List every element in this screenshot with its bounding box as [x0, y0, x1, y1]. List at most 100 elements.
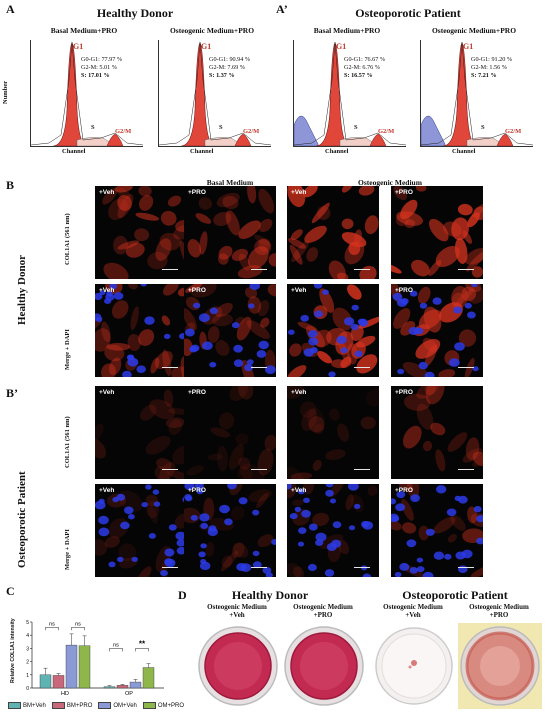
- fit-line: [159, 41, 271, 146]
- side-label-healthy-donor: Healthy Donor: [16, 255, 28, 325]
- legend-label: BM+Veh: [23, 702, 46, 709]
- histogram-plot-area: G1 G0-G1: 91.20 % G2-M: 1.56 % S: 7.21 %…: [420, 40, 533, 147]
- stats-block: G0-G1: 90.94 % G2-M: 7.69 % S: 1.37 %: [209, 56, 250, 80]
- g0g1-value: G0-G1: 90.94 %: [209, 56, 251, 63]
- legend-item: BM+PRO: [51, 702, 92, 709]
- g2m-value: G2-M: 5.01 %: [81, 64, 117, 71]
- panel-c-letter: C: [6, 584, 15, 598]
- micrograph-op-col1a1-1: +Veh: [95, 386, 187, 479]
- micrograph-op-merge-3: +Veh: [287, 484, 379, 577]
- histogram-op-basal: Basal Medium+PRO G1 G0-G1: 76.67 % G2-M:…: [285, 26, 409, 174]
- bar-om-pro-hd: [78, 645, 91, 689]
- fit-line: [294, 41, 406, 146]
- treatment-label: +PRO: [188, 487, 206, 494]
- panel-a-title: Healthy Donor: [96, 6, 174, 20]
- treatment-label: +Veh: [99, 487, 115, 494]
- fit-line: [421, 41, 533, 146]
- debris-peak: [294, 115, 319, 146]
- alizarin-red-dish-1: [196, 623, 280, 709]
- col1a1-bar-chart: 0 1 2 3 4 5 HD ns ns OP ns **: [26, 620, 164, 697]
- bar-om-pro-op: [142, 667, 155, 689]
- row-label-merge-b: Merge + DAPI: [64, 329, 71, 370]
- bar-om-veh-op: [129, 681, 142, 689]
- legend-item: OM+PRO: [142, 702, 184, 709]
- g2m-peak: [106, 133, 124, 146]
- y-tick-label: 3: [26, 646, 29, 652]
- scale-bar: [354, 367, 370, 368]
- scale-bar: [162, 269, 178, 270]
- treatment-label: +Veh: [99, 389, 115, 396]
- significance-bracket: [71, 627, 85, 631]
- micrograph-op-col1a1-2: +PRO: [184, 386, 276, 479]
- g2m-value: G2-M: 6.76 %: [344, 64, 380, 71]
- y-tick-label: 1: [26, 673, 29, 679]
- treatment-label: +PRO: [395, 487, 413, 494]
- bar-bm-veh-hd: [39, 674, 52, 689]
- x-axis-label-channel: Channel: [190, 148, 214, 155]
- scale-bar: [251, 367, 267, 368]
- y-tick-label: 5: [26, 620, 29, 626]
- significance-bracket: [45, 627, 59, 631]
- g2m-label: G2/M: [505, 128, 522, 135]
- treatment-label: +Veh: [291, 287, 307, 294]
- scale-bar: [458, 269, 474, 270]
- treatment-label: +PRO: [188, 189, 206, 196]
- scale-bar: [458, 567, 474, 568]
- histogram-plot-area: G1 G0-G1: 90.94 % G2-M: 7.69 % S: 1.37 %…: [158, 40, 271, 147]
- panel-a-letter: A: [6, 2, 15, 16]
- treatment-label: +Veh: [291, 189, 307, 196]
- scale-bar: [251, 269, 267, 270]
- bar-bm-pro-hd: [52, 675, 65, 689]
- panel-d-left-title: Healthy Donor: [231, 588, 309, 602]
- histogram-header: Basal Medium+PRO: [313, 26, 381, 35]
- alizarin-red-dish-3: [372, 623, 456, 709]
- g0g1-value: G0-G1: 76.67 %: [344, 56, 386, 63]
- treatment-label: +PRO: [188, 287, 206, 294]
- dish-caption: Osteogenic Medium +Veh: [207, 603, 267, 619]
- treatment-label: +PRO: [395, 287, 413, 294]
- panel-d-right-title: Osteoporotic Patient: [402, 588, 508, 602]
- micrograph-hd-col1a1-1: +Veh: [95, 186, 187, 279]
- histogram-hd-basal: Basal Medium+PRO G1 G0-G1: 77.97 % G2-M:…: [22, 26, 146, 174]
- row-label-merge-b2: Merge + DAPI: [64, 529, 71, 570]
- micrograph-hd-col1a1-2: +PRO: [184, 186, 276, 279]
- header-basal-medium: Basal Medium: [206, 178, 254, 187]
- alizarin-red-dish-4: [458, 623, 542, 709]
- s-label: S: [481, 124, 485, 131]
- treatment-label: +Veh: [99, 287, 115, 294]
- scale-bar: [162, 469, 178, 470]
- treatment-label: +PRO: [188, 389, 206, 396]
- scale-bar: [162, 367, 178, 368]
- histogram-op-osteogenic: Osteogenic Medium+PRO G1 G0-G1: 91.20 % …: [412, 26, 536, 174]
- legend-swatch: [8, 702, 21, 709]
- panel-d-letter: D: [178, 588, 187, 602]
- stats-block: G0-G1: 77.97 % G2-M: 5.01 % S: 17.01 %: [81, 56, 122, 80]
- significance-label: ns: [113, 642, 119, 648]
- legend-swatch: [51, 702, 65, 709]
- micrograph-hd-merge-2: +PRO: [184, 284, 276, 377]
- g2m-peak: [369, 133, 387, 146]
- significance-label: ns: [49, 621, 55, 627]
- header-osteogenic-medium: Osteogenic Medium: [358, 178, 422, 187]
- micrograph-op-merge-2: +PRO: [184, 484, 276, 577]
- panel-a2-title: Osteoporotic Patient: [355, 6, 461, 20]
- dish-caption: Osteogenic Medium +PRO: [293, 603, 353, 619]
- significance-label: **: [139, 639, 146, 648]
- debris-peak: [421, 115, 446, 146]
- chart-legend: BM+Veh BM+PRO OM+Veh OM+PRO: [8, 702, 188, 709]
- histogram-header: Basal Medium+PRO: [50, 26, 118, 35]
- micrograph-hd-merge-3: +Veh: [287, 284, 379, 377]
- micrograph-op-merge-4: +PRO: [391, 484, 483, 577]
- side-label-osteoporotic-patient: Osteoporotic Patient: [16, 471, 28, 568]
- s-label: S: [91, 124, 95, 131]
- scale-bar: [354, 567, 370, 568]
- g2m-peak: [496, 133, 514, 146]
- treatment-label: +Veh: [291, 487, 307, 494]
- legend-item: BM+Veh: [8, 702, 46, 709]
- y-tick-label: 0: [26, 686, 29, 692]
- micrograph-op-col1a1-3: +Veh: [287, 386, 379, 479]
- treatment-label: +Veh: [291, 389, 307, 396]
- stats-block: G0-G1: 91.20 % G2-M: 1.56 % S: 7.21 %: [471, 56, 512, 80]
- bar-bm-pro-op: [116, 685, 129, 689]
- histogram-header: Osteogenic Medium+PRO: [169, 26, 255, 35]
